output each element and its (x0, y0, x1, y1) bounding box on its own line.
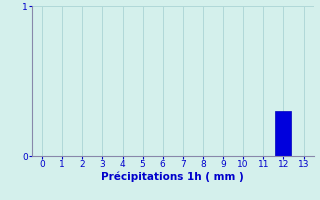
X-axis label: Précipitations 1h ( mm ): Précipitations 1h ( mm ) (101, 172, 244, 182)
Bar (276, 111, 292, 156)
